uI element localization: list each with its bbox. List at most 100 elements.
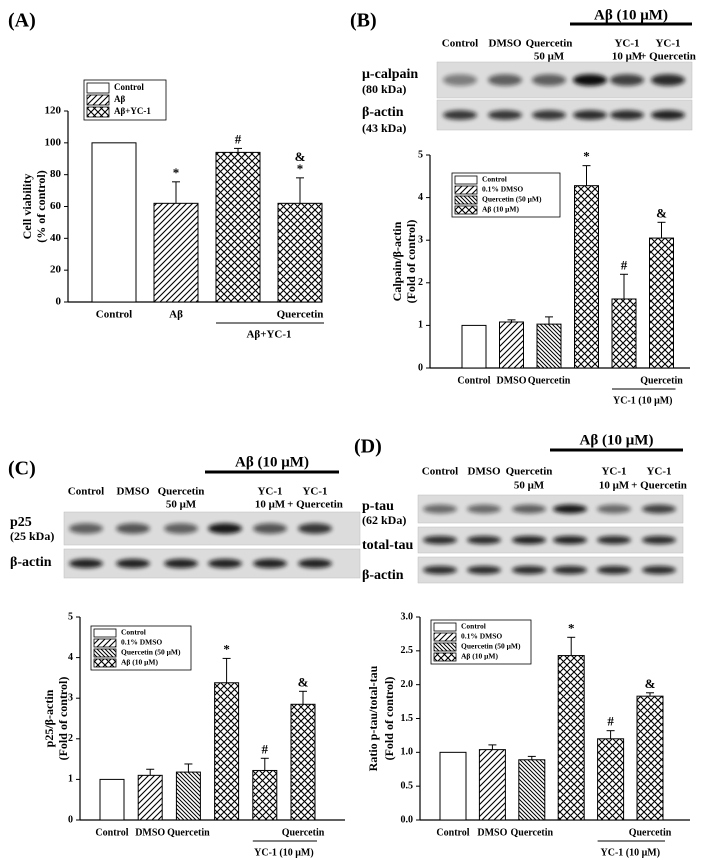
bar bbox=[277, 202, 323, 303]
lane-label: + Quercetin bbox=[640, 51, 696, 63]
y-tick-label: 0 bbox=[418, 362, 423, 373]
blot-row-label: β-actin bbox=[362, 568, 404, 583]
blot-band bbox=[610, 74, 644, 86]
legend-swatch bbox=[454, 195, 478, 205]
x-tick-label: Aβ bbox=[169, 309, 183, 321]
blot-header: Aβ (10 μM) bbox=[235, 454, 309, 470]
blot-band bbox=[512, 565, 546, 575]
blot-row-label: total-tau bbox=[362, 538, 414, 553]
blot-band bbox=[553, 535, 587, 545]
x-tick-label: Control bbox=[436, 827, 469, 838]
y-tick-label: 100 bbox=[45, 136, 62, 148]
blot-header: Aβ (10 μM) bbox=[594, 7, 668, 23]
bar bbox=[536, 323, 562, 369]
blot-band bbox=[164, 523, 198, 534]
bar bbox=[215, 151, 261, 303]
blot-band bbox=[69, 558, 103, 569]
bar bbox=[439, 751, 467, 821]
bar bbox=[137, 774, 163, 821]
lane-label: 50 μM bbox=[166, 499, 197, 511]
y-tick-label: 1.5 bbox=[401, 713, 414, 724]
blot-band bbox=[597, 535, 631, 545]
y-tick-label: 0 bbox=[56, 296, 62, 308]
bar bbox=[499, 321, 524, 369]
significance-mark: * bbox=[173, 165, 180, 180]
blot-band bbox=[253, 558, 287, 569]
blot-band bbox=[467, 504, 501, 514]
legend-swatch bbox=[86, 106, 110, 118]
legend-swatch bbox=[433, 632, 457, 642]
y-tick-label: 0.0 bbox=[401, 814, 414, 825]
y-tick-label: 1 bbox=[418, 320, 423, 331]
bar bbox=[91, 142, 137, 303]
blot-band bbox=[116, 523, 150, 534]
panel-label: (B) bbox=[350, 10, 377, 32]
blot-header: Aβ (10 μM) bbox=[580, 432, 654, 448]
blot-row-label: β-actin bbox=[10, 555, 52, 570]
lane-label: + Quercetin bbox=[287, 499, 343, 511]
significance-mark: * bbox=[568, 620, 575, 635]
lane-label: YC-1 bbox=[646, 466, 671, 478]
x-tick-label: DMSO bbox=[497, 375, 527, 386]
bar bbox=[518, 759, 546, 821]
bar bbox=[636, 695, 664, 821]
x-tick-label: Quercetin bbox=[629, 827, 672, 838]
blot-band bbox=[512, 504, 546, 514]
y-tick-label: 4 bbox=[418, 192, 423, 203]
bar bbox=[611, 298, 637, 369]
legend-swatch bbox=[454, 185, 478, 195]
lane-label: 10 μM bbox=[612, 51, 643, 63]
legend-label: Aβ+YC-1 bbox=[114, 106, 151, 116]
bar bbox=[574, 185, 599, 369]
x-tick-label: Quercetin bbox=[277, 309, 324, 321]
y-tick-label: 5 bbox=[68, 611, 73, 622]
lane-label: YC-1 bbox=[601, 466, 626, 478]
blot-band bbox=[532, 110, 566, 120]
blot-band bbox=[69, 523, 103, 534]
blot-band bbox=[651, 74, 685, 86]
bar bbox=[290, 703, 316, 821]
y-axis-label: (Fold of control) bbox=[382, 677, 396, 761]
y-tick-label: 80 bbox=[50, 168, 62, 180]
bar bbox=[649, 237, 674, 369]
legend-label: Quercetin (50 μM) bbox=[121, 648, 181, 657]
blot-band bbox=[573, 74, 607, 86]
legend-label: Control bbox=[461, 622, 486, 631]
y-tick-label: 2 bbox=[418, 277, 423, 288]
legend-swatch bbox=[433, 622, 457, 632]
legend-label: Quercetin (50 μM) bbox=[461, 642, 521, 651]
bar bbox=[461, 324, 487, 369]
lane-label: DMSO bbox=[117, 486, 150, 498]
legend-label: Quercetin (50 μM) bbox=[482, 195, 542, 204]
x-tick-label: Quercetin bbox=[528, 375, 571, 386]
y-tick-label: 3 bbox=[418, 234, 423, 245]
blot-row-label: (62 kDa) bbox=[362, 513, 406, 527]
x-tick-label: Control bbox=[457, 375, 490, 386]
legend-label: 0.1% DMSO bbox=[461, 632, 502, 641]
blot-band bbox=[443, 110, 477, 120]
blot-band bbox=[642, 504, 676, 514]
y-tick-label: 1 bbox=[68, 774, 73, 785]
y-axis-label: (% of control) bbox=[34, 170, 48, 242]
blot-row-label: (43 kDa) bbox=[362, 121, 406, 135]
x-tick-label: Quercetin bbox=[511, 827, 554, 838]
blot-band bbox=[532, 74, 566, 86]
y-tick-label: 4 bbox=[68, 652, 73, 663]
panel-label: (D) bbox=[354, 436, 382, 458]
lane-label: YC-1 bbox=[614, 38, 639, 50]
y-tick-label: 2.0 bbox=[401, 679, 414, 690]
y-axis-label: p25/β-actin bbox=[42, 689, 56, 747]
blot-strip bbox=[417, 556, 684, 584]
lane-label: 50 μM bbox=[514, 480, 545, 492]
y-tick-label: 3.0 bbox=[401, 611, 414, 622]
lane-label: Quercetin bbox=[158, 486, 205, 498]
significance-mark: & bbox=[645, 676, 656, 691]
x-tick-label: Control bbox=[95, 827, 128, 838]
blot-band bbox=[553, 565, 587, 575]
y-axis-label: Ratio p-tau/total-tau bbox=[366, 665, 380, 771]
blot-band bbox=[443, 74, 477, 86]
lane-label: YC-1 bbox=[655, 38, 680, 50]
legend-swatch bbox=[93, 628, 117, 638]
blot-band bbox=[423, 565, 457, 575]
